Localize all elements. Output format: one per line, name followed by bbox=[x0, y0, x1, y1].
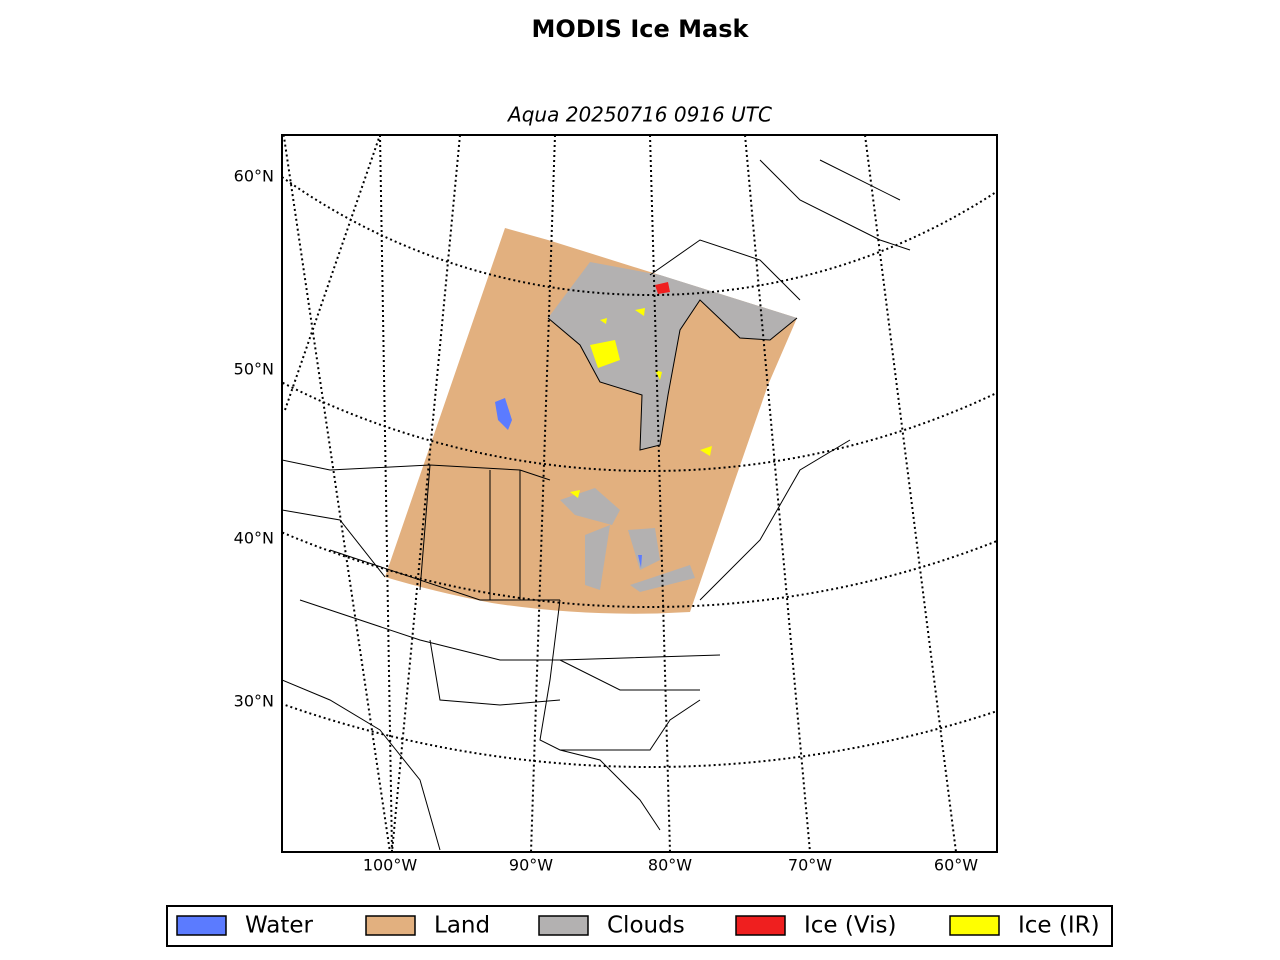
coastline bbox=[282, 159, 911, 851]
map-frame bbox=[281, 134, 998, 853]
legend-swatch bbox=[365, 915, 416, 936]
longitude-label: 60°W bbox=[934, 856, 978, 875]
ice-vis-area bbox=[655, 282, 670, 294]
longitude-label: 70°W bbox=[788, 856, 832, 875]
legend-swatch bbox=[735, 915, 786, 936]
legend-swatch bbox=[949, 915, 1000, 936]
parallel bbox=[282, 702, 997, 768]
legend-label: Water bbox=[245, 913, 314, 939]
legend-label: Land bbox=[434, 913, 490, 939]
parallel bbox=[282, 381, 997, 472]
water-area bbox=[495, 398, 642, 568]
latitude-label: 50°N bbox=[234, 360, 274, 379]
longitude-label: 90°W bbox=[509, 856, 553, 875]
legend-swatch bbox=[538, 915, 589, 936]
title: MODIS Ice Mask bbox=[532, 15, 750, 43]
latitude-label: 60°N bbox=[234, 167, 274, 186]
longitude-label: 80°W bbox=[648, 856, 692, 875]
latitude-label: 40°N bbox=[234, 529, 274, 548]
latitude-label: 30°N bbox=[234, 692, 274, 711]
legend-label: Ice (Vis) bbox=[804, 913, 896, 939]
ice-ir-area bbox=[570, 308, 712, 498]
parallel bbox=[282, 175, 997, 296]
legend-label: Ice (IR) bbox=[1018, 913, 1100, 939]
map bbox=[282, 135, 997, 852]
subtitle: Aqua 20250716 0916 UTC bbox=[506, 103, 772, 127]
longitude-label: 100°W bbox=[363, 856, 418, 875]
legend-label: Clouds bbox=[607, 913, 685, 939]
graticule bbox=[282, 135, 957, 852]
swath-land bbox=[385, 228, 797, 614]
legend-swatch bbox=[176, 915, 227, 936]
